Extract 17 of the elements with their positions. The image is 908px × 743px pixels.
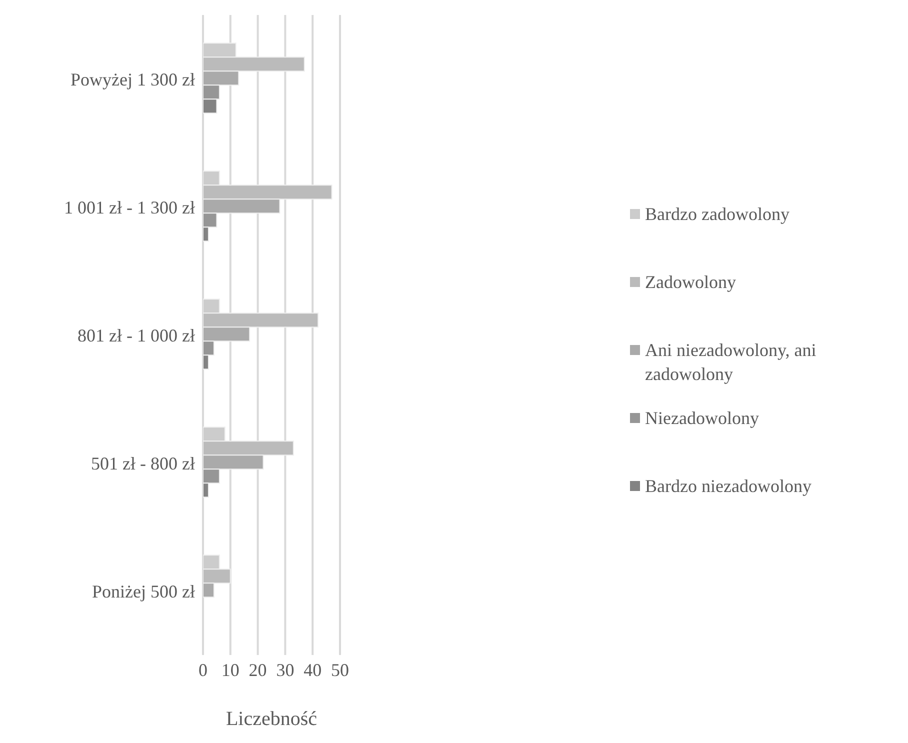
legend-label: Niezadowolony xyxy=(645,406,759,430)
x-tick-label: 40 xyxy=(304,660,322,680)
y-tick-label: Poniżej 500 zł xyxy=(92,581,195,602)
legend-label: Zadowolony xyxy=(645,270,736,294)
x-axis-title: Liczebność xyxy=(226,708,318,730)
x-tick-label: 10 xyxy=(221,660,240,680)
x-tick-label: 0 xyxy=(198,660,208,680)
legend-label: Ani niezadowolony, ani zadowolony xyxy=(645,338,818,386)
y-tick-label: 801 zł - 1 000 zł xyxy=(78,325,195,346)
x-tick-label: 20 xyxy=(248,660,267,680)
x-tick-label: 50 xyxy=(331,660,349,680)
y-tick-label: 1 001 zł - 1 300 zł xyxy=(64,197,195,218)
y-tick-label: 501 zł - 800 zł xyxy=(91,453,195,474)
legend-label: Bardzo niezadowolony xyxy=(645,474,812,498)
y-tick-label: Powyżej 1 300 zł xyxy=(70,69,195,90)
x-tick-label: 30 xyxy=(276,660,294,680)
legend-label: Bardzo zadowolony xyxy=(645,202,790,226)
